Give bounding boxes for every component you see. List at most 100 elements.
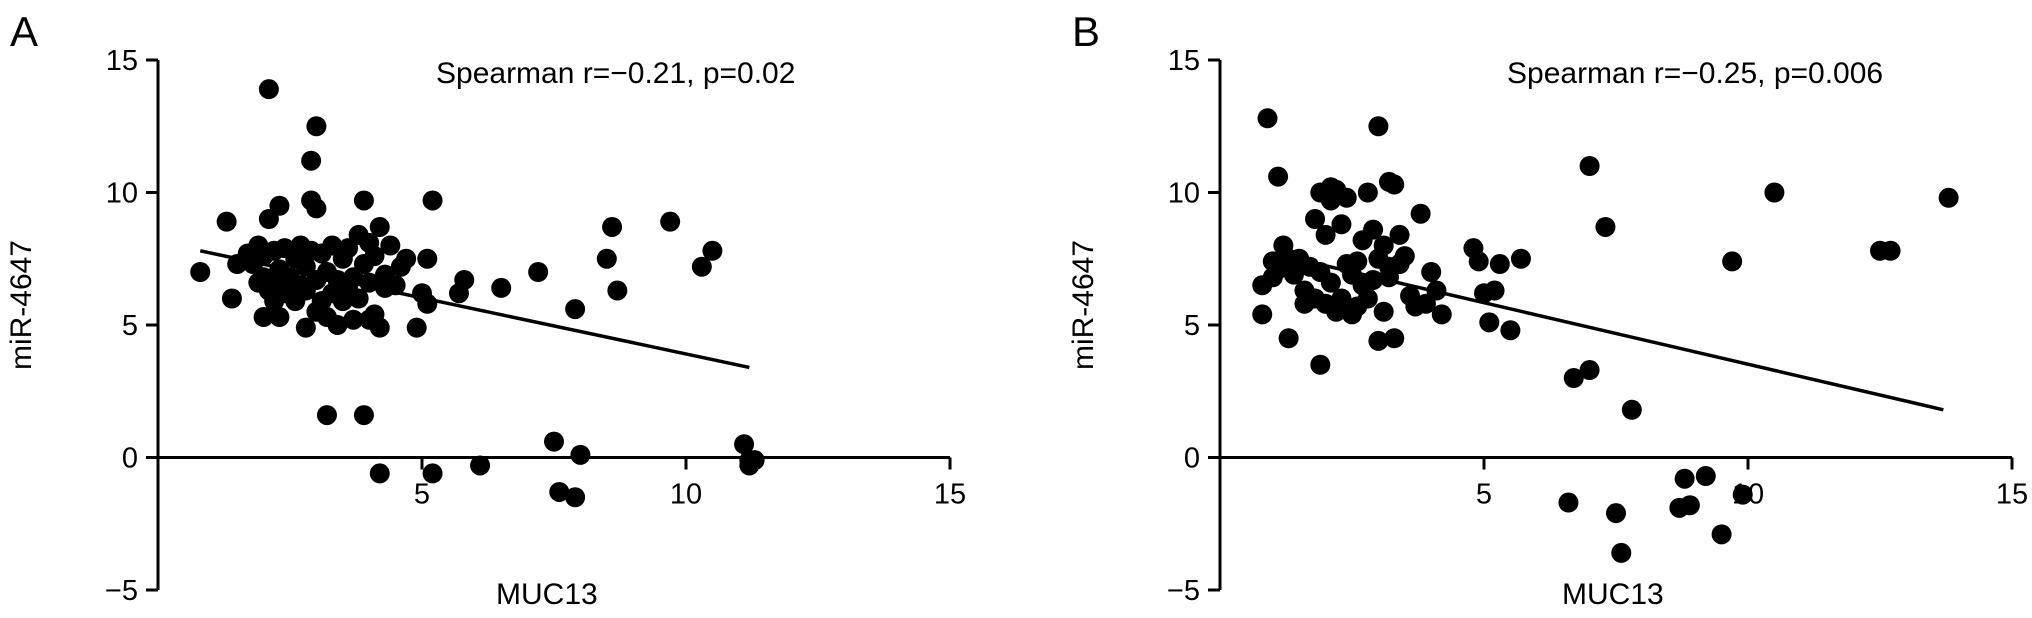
scatter-point bbox=[1278, 328, 1299, 349]
scatter-point bbox=[1426, 280, 1447, 301]
scatter-point bbox=[1468, 251, 1489, 272]
scatter-point bbox=[316, 405, 337, 426]
scatter-point bbox=[1363, 269, 1384, 290]
scatter-point bbox=[295, 317, 316, 338]
scatter-point bbox=[1579, 360, 1600, 381]
scatter-point bbox=[369, 463, 390, 484]
y-tick-label: 5 bbox=[1184, 310, 1200, 342]
scatter-point bbox=[417, 293, 438, 314]
scatter-point bbox=[343, 309, 364, 330]
scatter-point bbox=[353, 405, 374, 426]
scatter-point bbox=[1431, 304, 1452, 325]
scatter-point bbox=[1268, 166, 1289, 187]
scatter-point bbox=[1621, 399, 1642, 420]
x-tick-label: 10 bbox=[670, 479, 702, 511]
scatter-point bbox=[1315, 224, 1336, 245]
y-tick-label: −5 bbox=[1167, 575, 1200, 607]
scatter-point bbox=[1674, 468, 1695, 489]
scatter-point bbox=[1563, 368, 1584, 388]
scatter-point bbox=[1764, 182, 1785, 203]
scatter-point bbox=[396, 248, 417, 269]
scatter-point bbox=[1732, 484, 1753, 505]
scatter-point bbox=[570, 444, 591, 465]
scatter-point bbox=[1421, 262, 1442, 282]
scatter-point bbox=[1389, 224, 1410, 245]
scatter-point bbox=[491, 277, 512, 298]
scatter-point bbox=[301, 150, 322, 171]
scatter-point bbox=[1331, 214, 1352, 235]
scatter-point bbox=[353, 190, 374, 211]
scatter-point bbox=[1357, 182, 1378, 203]
scatter-point bbox=[1363, 219, 1384, 240]
scatter-point bbox=[327, 315, 348, 335]
scatter-point bbox=[1595, 216, 1616, 237]
scatter-point bbox=[422, 190, 443, 211]
scatter-point bbox=[739, 455, 760, 476]
scatter-point bbox=[1257, 108, 1278, 129]
scatter-point bbox=[258, 79, 279, 100]
x-axis-label: MUC13 bbox=[496, 578, 598, 611]
scatter-point bbox=[565, 487, 586, 508]
scatter-point bbox=[1611, 542, 1632, 563]
scatter-point bbox=[359, 272, 380, 293]
scatter-point bbox=[470, 455, 491, 476]
scatter-point bbox=[1679, 495, 1700, 516]
x-tick-label: 15 bbox=[934, 479, 966, 511]
scatter-point bbox=[1373, 235, 1394, 256]
scatter-point bbox=[1510, 248, 1531, 269]
scatter-point bbox=[385, 275, 406, 296]
scatter-point bbox=[1378, 171, 1399, 192]
scatter-point bbox=[422, 463, 443, 484]
scatter-point bbox=[1384, 328, 1405, 349]
scatter-point bbox=[1305, 209, 1326, 229]
scatter-point bbox=[607, 280, 628, 301]
y-tick-label: 15 bbox=[106, 45, 138, 77]
y-tick-label: 10 bbox=[1168, 178, 1200, 210]
x-tick-label: 5 bbox=[1476, 479, 1492, 511]
scatter-point bbox=[369, 216, 390, 237]
scatter-point bbox=[1489, 254, 1510, 275]
scatter-point bbox=[306, 198, 327, 219]
scatter-point bbox=[1722, 251, 1743, 272]
scatter-point bbox=[1938, 187, 1959, 208]
scatter-point bbox=[596, 248, 617, 269]
scatter-point bbox=[544, 431, 564, 452]
scatter-point bbox=[1479, 312, 1500, 333]
scatter-point bbox=[369, 317, 390, 338]
scatter-point bbox=[1373, 301, 1394, 322]
panel-b: B Spearman r=−0.25, p=0.006 miR-4647 MUC… bbox=[1062, 0, 2032, 618]
scatter-point bbox=[380, 235, 401, 256]
x-axis-label: MUC13 bbox=[1562, 578, 1664, 611]
scatter-plot-a: −5 0 5 10 15 5 10 15 bbox=[105, 45, 966, 607]
scatter-point bbox=[1368, 330, 1389, 351]
scatter-point bbox=[1579, 156, 1600, 176]
scatter-point bbox=[221, 288, 242, 309]
x-tick-label: 15 bbox=[1996, 479, 2028, 511]
y-tick-label: −5 bbox=[105, 575, 138, 607]
x-tick-label: 5 bbox=[414, 479, 430, 511]
scatter-point bbox=[1310, 354, 1331, 375]
scatter-point bbox=[1347, 251, 1368, 272]
scatter-point bbox=[1320, 272, 1341, 293]
scatter-point bbox=[364, 246, 385, 267]
scatter-point bbox=[1880, 240, 1901, 261]
scatter-point bbox=[1283, 264, 1304, 285]
scatter-point bbox=[549, 481, 570, 502]
scatter-point bbox=[1711, 524, 1732, 545]
scatter-point bbox=[1331, 288, 1352, 309]
scatter-point bbox=[1357, 288, 1378, 309]
scatter-point bbox=[1389, 254, 1410, 275]
y-tick-label: 10 bbox=[106, 178, 138, 210]
scatter-point bbox=[565, 299, 586, 320]
scatter-point bbox=[691, 256, 712, 277]
scatter-point bbox=[269, 195, 290, 216]
scatter-point bbox=[269, 307, 290, 328]
scatter-point bbox=[660, 211, 681, 232]
scatter-point bbox=[454, 269, 475, 290]
panel-label: A bbox=[10, 8, 39, 55]
scatter-point bbox=[1558, 492, 1579, 513]
scatter-point bbox=[602, 216, 623, 237]
y-tick-label: 0 bbox=[122, 443, 138, 475]
scatter-point bbox=[306, 116, 327, 137]
